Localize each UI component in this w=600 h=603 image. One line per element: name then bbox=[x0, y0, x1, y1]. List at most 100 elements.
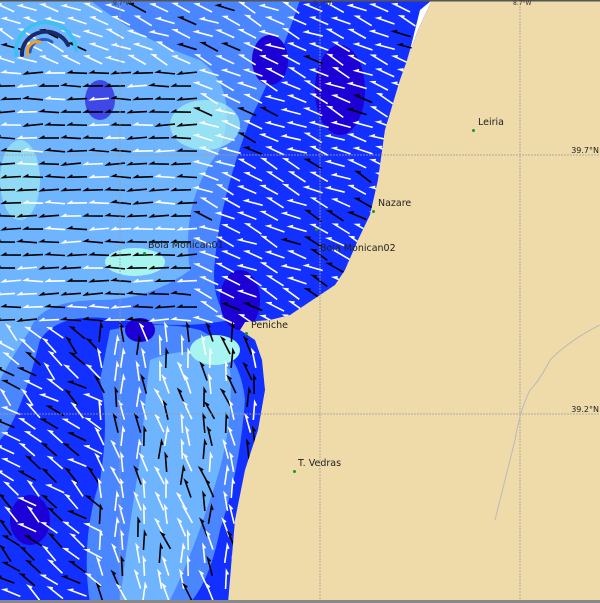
wave-arrow-icon bbox=[83, 417, 102, 431]
wave-arrow-icon bbox=[154, 16, 175, 25]
wave-arrow-icon bbox=[16, 496, 37, 507]
place-marker[interactable] bbox=[472, 129, 475, 132]
wave-arrow-icon bbox=[281, 54, 301, 65]
wave-arrow-icon bbox=[281, 157, 300, 170]
wave-arrow-icon bbox=[207, 503, 214, 525]
wave-arrow-icon bbox=[175, 491, 188, 511]
wave-arrow-icon bbox=[265, 171, 285, 183]
wave-arrow-icon bbox=[17, 417, 36, 430]
wave-arrow-icon bbox=[40, 442, 58, 457]
wave-arrow-icon bbox=[302, 29, 323, 37]
wave-arrow-icon bbox=[170, 316, 192, 322]
wave-arrow-icon bbox=[0, 388, 12, 407]
wave-arrow-icon bbox=[26, 479, 40, 497]
wave-arrow-icon bbox=[369, 54, 389, 66]
wave-arrow-icon bbox=[140, 373, 148, 394]
wave-arrow-icon bbox=[60, 239, 82, 244]
wave-arrow-icon bbox=[220, 42, 241, 52]
wave-arrow-icon bbox=[330, 120, 351, 129]
wave-arrow-icon bbox=[176, 361, 187, 381]
wave-arrow-icon bbox=[46, 455, 64, 470]
wave-arrow-icon bbox=[22, 95, 44, 101]
wave-arrow-icon bbox=[243, 275, 262, 287]
place-label-t-vedras[interactable]: T. Vedras bbox=[298, 458, 342, 469]
wave-arrow-icon bbox=[214, 314, 235, 325]
wave-arrow-icon bbox=[110, 277, 132, 283]
wave-arrow-icon bbox=[208, 451, 214, 473]
wave-arrow-icon bbox=[237, 132, 257, 144]
wave-arrow-icon bbox=[159, 360, 163, 382]
wave-arrow-icon bbox=[259, 79, 278, 92]
wave-arrow-icon bbox=[23, 430, 42, 443]
place-label-nazare[interactable]: Nazare bbox=[378, 198, 412, 209]
boundary-line bbox=[494, 324, 600, 521]
wave-arrow-icon bbox=[224, 360, 229, 382]
wave-arrow-icon bbox=[16, 366, 37, 377]
wave-arrow-icon bbox=[118, 503, 126, 524]
wave-arrow-icon bbox=[126, 239, 148, 244]
wave-arrow-icon bbox=[132, 226, 154, 231]
wave-arrow-icon bbox=[110, 226, 132, 231]
wave-arrow-icon bbox=[82, 29, 103, 38]
wave-arrow-icon bbox=[309, 171, 329, 183]
longitude-label: 8.7°W bbox=[513, 0, 532, 7]
wave-arrow-icon bbox=[66, 278, 88, 282]
wave-arrow-icon bbox=[200, 334, 207, 355]
wave-arrow-icon bbox=[0, 419, 15, 429]
place-label-leiria[interactable]: Leiria bbox=[478, 117, 504, 128]
wave-arrow-icon bbox=[286, 276, 307, 285]
buoy-marker[interactable] bbox=[143, 252, 146, 255]
wave-arrow-icon bbox=[0, 161, 16, 166]
wave-arrow-icon bbox=[66, 70, 88, 75]
wave-arrow-icon bbox=[264, 16, 285, 26]
latitude-label: 39.2°N bbox=[571, 405, 599, 414]
wave-arrow-icon bbox=[251, 425, 257, 447]
wave-arrow-icon bbox=[287, 171, 306, 183]
longitude-label: 9.2°W bbox=[313, 0, 332, 7]
wave-arrow-icon bbox=[22, 304, 44, 309]
wave-arrow-icon bbox=[230, 321, 236, 343]
wave-arrow-icon bbox=[148, 291, 170, 296]
wave-arrow-icon bbox=[38, 213, 60, 218]
wave-arrow-icon bbox=[0, 406, 21, 416]
wave-arrow-icon bbox=[0, 445, 15, 455]
wave-arrow-icon bbox=[252, 373, 257, 395]
wave-arrow-icon bbox=[390, 29, 411, 38]
wave-arrow-icon bbox=[179, 464, 186, 486]
buoy-label-monican01[interactable]: Boia Monican01 bbox=[148, 240, 224, 251]
wave-arrow-icon bbox=[62, 364, 79, 379]
place-marker[interactable] bbox=[245, 332, 248, 335]
wave-arrow-icon bbox=[110, 122, 132, 126]
wave-arrow-icon bbox=[309, 145, 329, 156]
wave-arrow-icon bbox=[110, 95, 132, 101]
wave-arrow-icon bbox=[220, 68, 241, 77]
wave-arrow-icon bbox=[110, 147, 132, 153]
wave-arrow-icon bbox=[149, 53, 168, 66]
buoy-label-monican02[interactable]: Boia Monican02 bbox=[320, 243, 396, 254]
buoy-marker[interactable] bbox=[315, 228, 318, 231]
place-marker[interactable] bbox=[293, 470, 296, 473]
wave-arrow-icon bbox=[193, 288, 213, 300]
wave-arrow-icon bbox=[38, 291, 60, 296]
wave-arrow-icon bbox=[104, 161, 126, 167]
wave-arrow-icon bbox=[163, 503, 168, 525]
latitude-label: 39.7°N bbox=[571, 146, 599, 155]
wave-arrow-icon bbox=[22, 70, 44, 75]
wave-arrow-icon bbox=[242, 42, 263, 52]
place-label-peniche[interactable]: Peniche bbox=[251, 320, 288, 331]
wave-arrow-icon bbox=[0, 317, 16, 322]
longitude-label: 9.7°W bbox=[113, 0, 132, 7]
wave-arrow-icon bbox=[148, 317, 170, 322]
wave-arrow-icon bbox=[38, 83, 60, 87]
wave-arrow-icon bbox=[70, 401, 85, 419]
wave-arrow-icon bbox=[82, 109, 104, 113]
wave-arrow-icon bbox=[180, 334, 185, 356]
wave-arrow-icon bbox=[176, 200, 198, 205]
wave-arrow-icon bbox=[44, 199, 66, 205]
wave-arrow-icon bbox=[46, 378, 64, 392]
wave-arrow-icon bbox=[154, 122, 176, 128]
place-marker[interactable] bbox=[372, 210, 375, 213]
wave-arrow-icon bbox=[176, 122, 198, 127]
wave-arrow-icon bbox=[138, 452, 149, 472]
